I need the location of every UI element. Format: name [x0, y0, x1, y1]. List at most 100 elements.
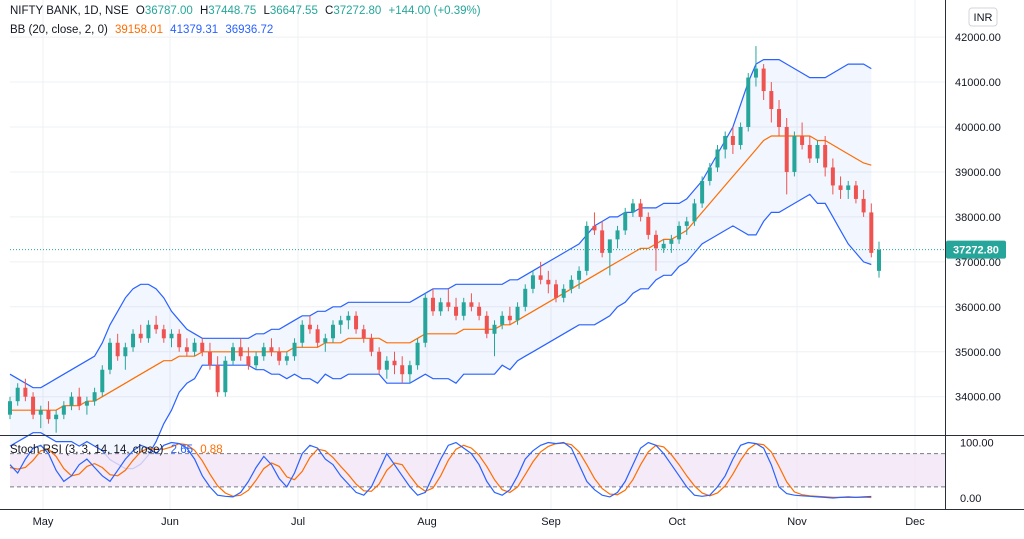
candle-body: [784, 127, 789, 172]
candle-body: [261, 347, 266, 357]
candle-body: [777, 109, 782, 127]
last-price-label: 37272.80: [953, 245, 999, 257]
candle-body: [346, 315, 351, 321]
candle-body: [630, 203, 635, 213]
candle-body: [400, 365, 405, 375]
candle-body: [584, 225, 589, 271]
candle-body: [669, 239, 674, 244]
candle-body: [246, 356, 251, 366]
candle-body: [8, 401, 12, 415]
price-tick-label: 35000.00: [955, 347, 1001, 359]
candle-body: [207, 351, 212, 366]
candle-body: [115, 342, 120, 357]
high-label: H: [199, 5, 209, 17]
price-tick-label: 41000.00: [955, 77, 1001, 89]
time-tick-label: Jul: [291, 516, 305, 528]
candle-body: [761, 68, 766, 92]
symbol-label: NIFTY BANK, 1D, NSE: [10, 5, 129, 17]
candle-body: [484, 315, 489, 334]
candle-body: [269, 347, 274, 352]
candle-body: [38, 410, 43, 415]
candle-body: [231, 347, 236, 361]
candle-body: [146, 324, 151, 339]
candle-body: [769, 91, 774, 110]
candle-body: [554, 284, 559, 298]
candle-body: [861, 198, 866, 213]
candle-body: [661, 243, 666, 249]
candle-body: [338, 320, 343, 325]
candle-body: [315, 329, 320, 343]
time-tick-label: Nov: [787, 516, 807, 528]
candle-body: [300, 324, 305, 343]
candle-body: [69, 396, 74, 406]
candle-body: [815, 144, 820, 159]
bb-upper-line: [9, 59, 872, 389]
candle-body: [377, 351, 382, 370]
candle-body: [738, 127, 743, 145]
bb-legend: BB (20, close, 2, 0) 39158.01 41379.31 3…: [10, 24, 277, 36]
price-tick-label: 36000.00: [955, 302, 1001, 314]
candle-body: [515, 306, 520, 321]
candle-body: [138, 333, 143, 339]
candle-body: [192, 342, 197, 352]
candle-body: [84, 401, 89, 406]
high-value: 37448.75: [208, 5, 257, 17]
candle-body: [692, 203, 697, 222]
candle-body: [223, 360, 228, 393]
ohlc-legend: NIFTY BANK, 1D, NSE O36787.00 H37448.75 …: [10, 5, 485, 17]
candle-body: [846, 185, 851, 190]
stoch-tick-label: 0.00: [960, 493, 981, 505]
candle-body: [169, 333, 174, 339]
time-tick-label: Sep: [541, 516, 561, 528]
candle-body: [92, 392, 97, 402]
bb-lower-value: 36936.72: [225, 24, 274, 36]
time-tick-label: Jun: [161, 516, 179, 528]
bb-fill: [10, 59, 872, 469]
candle-body: [354, 315, 359, 330]
price-tick-label: 37000.00: [955, 257, 1001, 269]
candle-body: [200, 342, 205, 352]
candle-body: [46, 410, 51, 420]
bb-basis-value: 39158.01: [115, 24, 163, 36]
candle-body: [131, 333, 136, 348]
candle-body: [869, 212, 874, 253]
bb-lower-line: [9, 193, 872, 470]
candle-body: [154, 324, 159, 330]
candle-body: [23, 387, 28, 397]
currency-badge[interactable]: [968, 7, 998, 27]
candle-body: [623, 212, 628, 231]
bb-basis-line: [10, 135, 872, 411]
candle-body: [254, 356, 259, 366]
candle-body: [477, 306, 482, 316]
price-tick-label: 38000.00: [955, 212, 1001, 224]
candle-body: [723, 135, 728, 150]
candle-body: [392, 360, 397, 366]
candle-body: [369, 338, 374, 352]
candle-body: [507, 315, 512, 321]
candle-body: [123, 347, 128, 357]
candle-body: [284, 356, 289, 361]
candle-body: [100, 369, 105, 393]
bb-title: BB (20, close, 2, 0): [10, 24, 108, 36]
candle-body: [823, 144, 828, 168]
candle-body: [561, 288, 566, 298]
price-tick-label: 40000.00: [955, 122, 1001, 134]
candle-body: [653, 234, 658, 249]
stoch-k-line: [9, 441, 872, 499]
close-label: C: [325, 5, 334, 17]
candle-body: [500, 315, 505, 325]
candle-body: [677, 225, 682, 240]
candle-body: [423, 297, 428, 343]
candle-body: [454, 306, 459, 316]
candle-body: [707, 167, 712, 181]
candle-body: [638, 203, 643, 217]
candle-body: [838, 185, 843, 190]
candle-body: [469, 302, 474, 307]
open-value: 36787.00: [144, 5, 193, 17]
candle-body: [15, 387, 20, 402]
candle-body: [853, 185, 858, 199]
candle-body: [415, 342, 420, 366]
